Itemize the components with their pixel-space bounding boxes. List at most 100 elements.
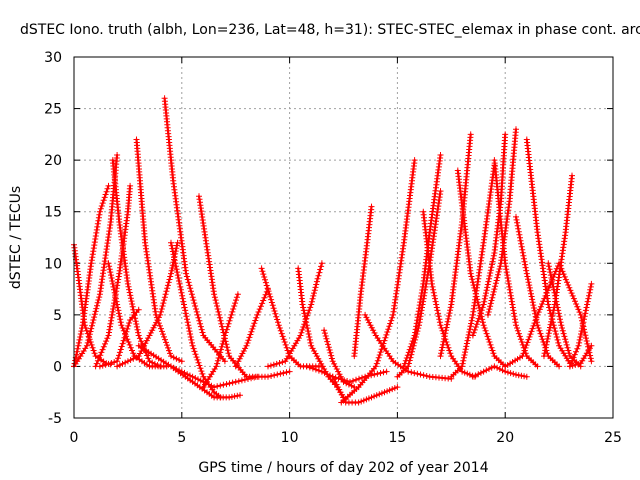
data-point (124, 280, 131, 287)
data-point (258, 265, 265, 272)
data-point (432, 298, 439, 305)
data-point (433, 301, 440, 308)
data-point (389, 314, 396, 321)
data-point (566, 350, 573, 357)
data-point (373, 360, 380, 367)
data-point (165, 279, 172, 286)
data-point (249, 325, 256, 332)
data-point (112, 295, 119, 302)
data-point (490, 255, 497, 262)
data-point (319, 363, 326, 370)
data-point (339, 376, 346, 383)
data-point (303, 322, 310, 329)
data-point (430, 286, 437, 293)
data-point (267, 293, 274, 300)
data-point (214, 383, 221, 390)
series-arc-28 (420, 208, 478, 380)
data-point (496, 366, 503, 372)
data-point (513, 216, 520, 223)
data-point (327, 349, 334, 356)
data-point (271, 372, 278, 379)
data-point (371, 393, 378, 400)
data-point (129, 303, 136, 310)
data-point (216, 352, 223, 359)
data-point (307, 304, 314, 311)
data-point (408, 369, 415, 376)
data-point (114, 152, 121, 158)
data-point (274, 316, 281, 323)
data-point (585, 295, 592, 302)
data-point (265, 288, 272, 295)
data-point (575, 361, 581, 368)
data-point (159, 303, 166, 309)
data-point (164, 285, 171, 292)
data-point (581, 316, 587, 323)
data-point (224, 323, 231, 330)
data-point (499, 367, 506, 374)
data-point (570, 295, 577, 302)
data-point (492, 280, 499, 287)
data-point (333, 381, 340, 388)
data-point (461, 352, 468, 358)
data-point (79, 325, 85, 332)
data-point (562, 276, 569, 283)
data-point (218, 343, 225, 350)
data-point (188, 288, 194, 295)
data-point (565, 282, 572, 288)
data-point (507, 370, 514, 377)
data-point (527, 287, 534, 294)
data-point (103, 338, 110, 345)
data-point (191, 300, 198, 307)
data-point (123, 328, 130, 335)
data-point (212, 297, 219, 304)
data-point (370, 327, 377, 334)
data-point (563, 339, 569, 345)
data-point (560, 330, 567, 337)
data-point (259, 268, 266, 275)
data-point (536, 327, 543, 334)
data-point (534, 363, 541, 370)
data-point (145, 355, 152, 362)
data-point (315, 272, 322, 279)
data-point (248, 328, 255, 335)
data-point (104, 335, 111, 342)
data-point (489, 294, 496, 301)
data-point (197, 365, 204, 372)
data-point (467, 131, 474, 138)
data-point (460, 354, 467, 361)
data-point (316, 358, 323, 365)
data-point (146, 332, 153, 339)
data-point (401, 360, 408, 367)
data-point (488, 264, 495, 271)
data-point (367, 322, 374, 329)
data-point (439, 341, 446, 348)
data-point (520, 350, 527, 357)
data-point (484, 281, 491, 288)
data-point (238, 353, 245, 360)
data-point (314, 275, 321, 282)
data-point (180, 298, 187, 305)
data-point (437, 353, 444, 360)
data-point (331, 376, 337, 383)
data-point (261, 294, 268, 301)
data-point (313, 278, 320, 285)
data-point (545, 260, 552, 267)
data-point (183, 313, 190, 320)
data-point (580, 319, 587, 326)
data-point (438, 350, 445, 357)
data-point (371, 329, 378, 336)
data-point (243, 342, 250, 349)
data-point (108, 360, 115, 366)
data-point (300, 304, 307, 311)
data-point (262, 291, 269, 298)
data-point (104, 185, 111, 192)
data-point (158, 308, 164, 315)
data-point (544, 287, 551, 294)
data-point (98, 203, 105, 209)
data-point (94, 299, 101, 306)
series-arc-39 (545, 260, 584, 370)
data-point (515, 228, 522, 235)
data-point (157, 311, 164, 318)
data-point (158, 306, 165, 312)
data-point (528, 328, 535, 335)
